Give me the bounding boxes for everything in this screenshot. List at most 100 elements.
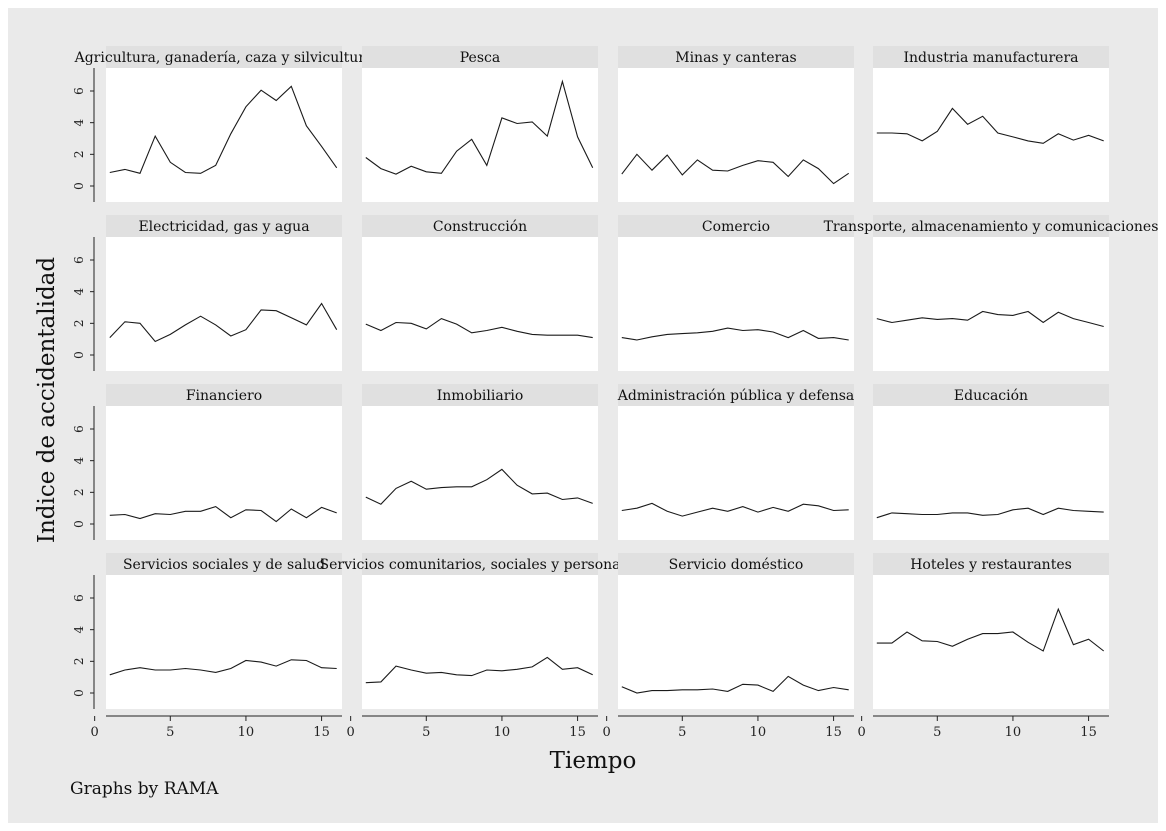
panel-2-series-line [365, 79, 594, 175]
panel-15-x-tick-label: 10 [750, 725, 767, 740]
panels-group: Agricultura, ganadería, caza y silvicult… [72, 46, 1158, 740]
panel-3-series-line [621, 153, 850, 185]
graphs-by-note: Graphs by RAMA [70, 779, 219, 799]
panel-15-plot-area [618, 575, 854, 709]
panel-5-y-tick-label: 2 [72, 320, 86, 328]
panel-11-title-strip [618, 384, 854, 406]
panel-13-x-tick-label: 0 [91, 725, 99, 740]
panel-14-title: Servicios comunitarios, sociales y perso… [320, 557, 641, 573]
panel-1: Agricultura, ganadería, caza y silvicult… [72, 46, 373, 202]
panel-16-title: Hoteles y restaurantes [910, 557, 1072, 573]
panel-8-title: Transporte, almacenamiento y comunicacio… [824, 219, 1158, 235]
panel-2-title-strip [362, 46, 598, 68]
panel-15-x-tick-label: 5 [678, 725, 686, 740]
panel-14-plot-area [362, 575, 598, 709]
panel-15-title: Servicio doméstico [669, 557, 804, 573]
panel-12-series-line [876, 507, 1104, 519]
panel-16: Hoteles y restaurantes 0 5 10 15 [858, 553, 1109, 740]
panel-9-y-tick-label: 4 [72, 456, 86, 464]
panel-7-plot-area [618, 237, 854, 371]
panel-13-y-tick-label: 4 [72, 625, 86, 633]
panel-10-title-strip [362, 384, 598, 406]
panel-8-title-strip [873, 215, 1109, 237]
panel-15-series-line [621, 675, 849, 694]
panel-1-plot-area [106, 68, 342, 202]
panel-10: Inmobiliario [362, 384, 598, 540]
panel-3-plot-area [618, 68, 854, 202]
panel-2-plot-area [362, 68, 598, 202]
panel-8-series-line [876, 310, 1104, 328]
panel-13-x-tick-label: 5 [166, 725, 174, 740]
panel-4-plot-area [873, 68, 1109, 202]
panel-16-plot-area [873, 575, 1109, 709]
panel-9-title: Financiero [186, 388, 262, 404]
panel-6-title-strip [362, 215, 598, 237]
panel-14-x-tick-label: 5 [422, 725, 430, 740]
panel-13-plot-area [106, 575, 342, 709]
panel-16-x-tick-label: 5 [933, 725, 941, 740]
panel-5-series-line [109, 302, 338, 343]
small-multiples-chart: Agricultura, ganadería, caza y silvicult… [34, 46, 1158, 774]
panel-5: Electricidad, gas y agua 0 2 4 6 [72, 215, 342, 371]
figure-background: Agricultura, ganadería, caza y silvicult… [8, 8, 1158, 823]
panel-15-x-tick-label: 15 [825, 725, 842, 740]
panel-10-plot-area [362, 406, 598, 540]
panel-9-y-tick-label: 6 [72, 425, 86, 433]
panel-6-title: Construcción [433, 219, 527, 235]
panel-5-y-tick-label: 6 [72, 256, 86, 264]
panel-9-y-tick-label: 0 [72, 520, 86, 528]
panel-16-x-tick-label: 15 [1080, 725, 1097, 740]
panel-14-x-tick-label: 15 [569, 725, 586, 740]
panel-15-x-tick-label: 0 [603, 725, 611, 740]
panel-3: Minas y canteras [618, 46, 854, 202]
panel-1-y-tick-label: 0 [72, 182, 86, 190]
panel-2-title: Pesca [460, 50, 500, 66]
panel-5-plot-area [106, 237, 342, 371]
panel-7-series-line [621, 327, 849, 341]
panel-12-title: Educación [954, 388, 1028, 404]
panel-12-plot-area [873, 406, 1109, 540]
panel-6: Construcción [362, 215, 598, 371]
panel-1-title-strip [106, 46, 342, 68]
panel-13-x-tick-label: 15 [313, 725, 330, 740]
panel-6-plot-area [362, 237, 598, 371]
panel-13-x-tick-label: 10 [238, 725, 255, 740]
panel-14-title-strip [362, 553, 598, 575]
panel-15-title-strip [618, 553, 854, 575]
panel-13-title: Servicios sociales y de salud [123, 557, 325, 573]
panel-9-title-strip [106, 384, 342, 406]
panel-15: Servicio doméstico 0 5 10 15 [603, 553, 854, 740]
panel-11-title: Administración pública y defensa [617, 388, 855, 404]
panel-1-y-tick-label: 2 [72, 151, 86, 159]
panel-1-series-line [109, 85, 338, 174]
panel-11-plot-area [618, 406, 854, 540]
panel-4-title-strip [873, 46, 1109, 68]
panel-12: Educación [873, 384, 1109, 540]
panel-4-series-line [876, 107, 1104, 144]
panel-16-x-tick-label: 10 [1005, 725, 1022, 740]
panel-9-series-line [109, 505, 337, 523]
panel-8: Transporte, almacenamiento y comunicacio… [824, 215, 1158, 371]
panel-14-x-tick-label: 0 [347, 725, 355, 740]
panel-1-title: Agricultura, ganadería, caza y silvicult… [74, 50, 374, 66]
panel-11-series-line [621, 502, 849, 517]
panel-16-x-tick-label: 0 [858, 725, 866, 740]
panel-14-series-line [365, 656, 593, 684]
panel-7: Comercio [618, 215, 854, 371]
panel-5-y-tick-label: 0 [72, 351, 86, 359]
panel-6-series-line [365, 317, 593, 339]
panel-13-y-tick-label: 2 [72, 658, 86, 666]
panel-13-title-strip [106, 553, 342, 575]
panel-9: Financiero 0 2 4 6 [72, 384, 342, 540]
panel-9-y-tick-label: 2 [72, 489, 86, 497]
panel-10-title: Inmobiliario [437, 388, 524, 404]
panel-14: Servicios comunitarios, sociales y perso… [320, 553, 641, 740]
panel-7-title-strip [618, 215, 854, 237]
panel-4-title: Industria manufacturera [904, 50, 1079, 66]
panel-4: Industria manufacturera [873, 46, 1109, 202]
panel-3-title-strip [618, 46, 854, 68]
panel-5-title: Electricidad, gas y agua [138, 219, 309, 235]
panel-13-series-line [109, 659, 337, 676]
panel-10-series-line [365, 468, 593, 505]
panel-13-y-tick-label: 0 [72, 689, 86, 697]
